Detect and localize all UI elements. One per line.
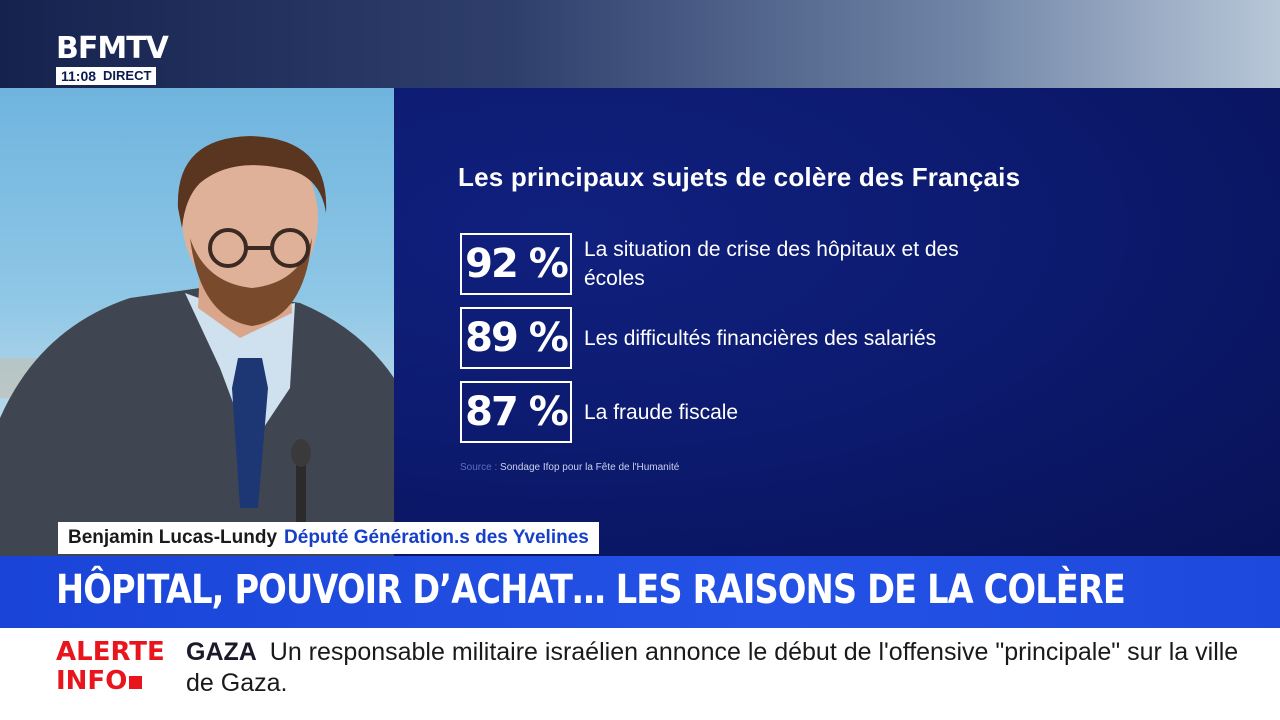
guest-name: Benjamin Lucas-Lundy [68,527,278,548]
guest-role: Député Génération.s des Yvelines [284,527,589,548]
alert-label-line2-wrap: INFO [56,667,165,696]
alert-topic: GAZA [186,638,257,666]
alert-square-icon [129,676,143,689]
alert-message: GAZA Un responsable militaire israélien … [186,637,1246,699]
alert-label-line2: INFO [56,666,128,696]
infographic-title: Les principaux sujets de colère des Fran… [458,162,1021,192]
channel-logo: BFMTV 11:08 DIRECT [56,31,169,85]
headline-band: HÔPITAL, POUVOIR D’ACHAT… LES RAISONS DE… [0,556,1280,628]
infographic-panel: Les principaux sujets de colère des Fran… [394,88,1280,556]
logo-clock-bar: 11:08 DIRECT [56,67,168,85]
alert-label-line1: ALERTE [56,637,165,667]
stat-row: 92 % La situation de crise des hôpitaux … [460,233,964,295]
stat-row: 89 % Les difficultés financières des sal… [460,307,964,369]
stat-label: Les difficultés financières des salariés [584,326,937,350]
source-key: Source : [460,462,498,473]
alert-body: Un responsable militaire israélien annon… [186,638,1239,697]
logo-brand: BFMTV [56,31,169,66]
stat-label: La situation de crise des hôpitaux et de… [584,238,959,290]
studio-video-area [0,88,394,556]
stat-percentage: 92 % [460,233,572,295]
alert-label: ALERTE INFO [56,638,165,696]
stat-row: 87 % La fraude fiscale [460,381,964,443]
top-studio-band [0,0,1280,88]
stat-label: La fraude fiscale [584,400,739,424]
source-text: Sondage Ifop pour la Fête de l'Humanité [500,462,680,473]
clock-time: 11:08 [56,67,102,85]
headline-text: HÔPITAL, POUVOIR D’ACHAT… LES RAISONS DE… [56,567,1126,613]
stat-percentage: 87 % [460,381,572,443]
name-tag: Benjamin Lucas-Lundy Député Génération.s… [58,522,599,554]
source-note: Source : Sondage Ifop pour la Fête de l'… [460,462,679,473]
stat-percentage: 89 % [460,307,572,369]
presenter-image [0,136,394,556]
live-label: DIRECT [101,67,157,85]
alert-ticker: ALERTE INFO GAZA Un responsable militair… [0,628,1280,720]
